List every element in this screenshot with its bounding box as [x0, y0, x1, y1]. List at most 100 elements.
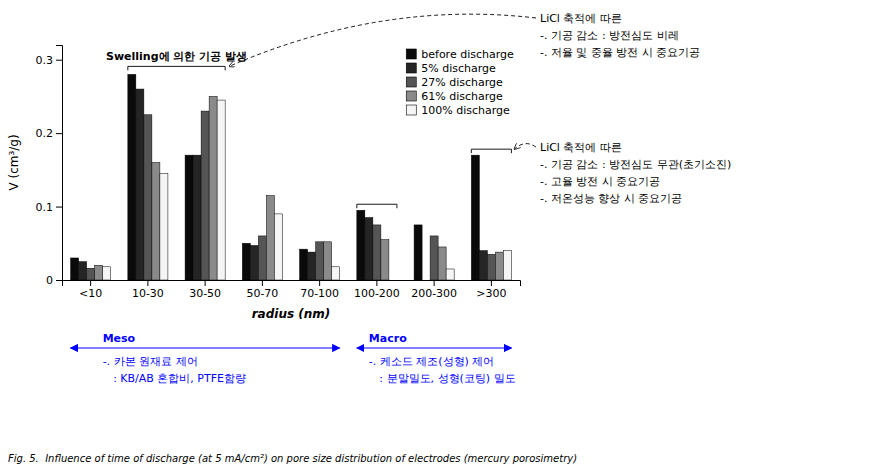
bar — [430, 236, 438, 280]
y-axis-title: V (cm³/g) — [7, 134, 21, 190]
x-axis: <10 10-30 30-50 50-70 70-100 100-200 200-300 >3… — [63, 280, 521, 300]
bar — [209, 96, 217, 280]
legend: before discharge5% discharge27% discharg… — [406, 48, 514, 117]
tick: 50-70 — [246, 280, 278, 300]
annotation: LiCl 축적에 따른 — [540, 141, 622, 154]
bar-series — [87, 111, 496, 280]
legend-label: 100% discharge — [421, 104, 510, 117]
annotation: -. 케소드 제조(성형) 제어 — [369, 355, 495, 368]
tick-mark — [56, 133, 62, 134]
annotation: -. 기공 감소 : 방전심도 무관(초기소진) — [540, 158, 731, 171]
tick-label: 0.3 — [36, 54, 54, 67]
range-arrow — [357, 347, 512, 348]
bar — [274, 214, 282, 280]
annotation: Swelling에 의한 기공 발생 — [106, 50, 247, 63]
tick-mark — [147, 280, 148, 286]
tick-label: 70-100 — [300, 287, 339, 300]
tick-label: 100-200 — [354, 287, 400, 300]
bar — [152, 163, 160, 281]
bar — [193, 155, 201, 280]
annotation-arrow — [514, 144, 536, 150]
bar — [503, 251, 511, 280]
bar — [300, 249, 308, 280]
legend-item: 61% discharge — [406, 90, 503, 103]
tick: 70-100 — [300, 280, 339, 300]
bar — [324, 242, 332, 280]
legend-swatch — [406, 49, 416, 59]
tick-label: 0.2 — [36, 127, 54, 140]
bar — [250, 245, 258, 280]
tick: 10-30 — [132, 280, 164, 300]
bar-series — [79, 89, 488, 280]
tick-label: 10-30 — [132, 287, 164, 300]
legend-label: before discharge — [421, 48, 514, 61]
annotation: Meso — [103, 332, 136, 345]
range-arrow — [71, 347, 340, 348]
annotation: -. 저온성능 향상 시 중요기공 — [540, 192, 682, 205]
legend-item: before discharge — [406, 48, 514, 61]
bar-series — [103, 100, 512, 280]
chart-container: 0 0.1 0.2 0.3 <10 10-30 30-50 50-70 70-100 100-20… — [0, 0, 878, 473]
bracket — [471, 149, 511, 153]
bar — [185, 155, 193, 280]
tick-mark — [90, 280, 91, 286]
tick-mark — [319, 280, 320, 286]
legend-label: 27% discharge — [421, 76, 503, 89]
legend-item: 27% discharge — [406, 76, 503, 89]
bar — [479, 251, 487, 280]
legend-item: 100% discharge — [406, 104, 510, 117]
bar — [487, 254, 495, 280]
tick: 0.1 — [36, 201, 63, 214]
bar — [381, 240, 389, 280]
bar-series — [95, 96, 504, 280]
annotation: -. 기공 감소 : 방전심도 비레 — [540, 29, 679, 42]
annotation: Macro — [369, 332, 407, 345]
tick-label: 200-300 — [411, 287, 457, 300]
annotation: LiCl 축적에 따른 — [540, 12, 622, 25]
bar — [495, 252, 503, 280]
bar — [201, 111, 209, 280]
legend-label: 61% discharge — [421, 90, 503, 103]
bar — [95, 265, 103, 280]
bar — [242, 243, 250, 280]
tick-label: 30-50 — [189, 287, 221, 300]
bar — [160, 174, 168, 280]
bar — [71, 258, 79, 280]
bar — [373, 225, 381, 280]
annotation: -. 카본 원재료 제어 — [103, 355, 198, 368]
bar — [136, 89, 144, 280]
legend-swatch — [406, 91, 416, 101]
tick-mark — [434, 280, 435, 286]
bar — [365, 218, 373, 280]
tick-label: 50-70 — [246, 287, 278, 300]
bar — [422, 280, 430, 281]
annotation: -. 고율 방전 시 중요기공 — [540, 175, 660, 188]
tick-label: >300 — [476, 287, 506, 300]
caption: Fig. 5. Influence of time of discharge (… — [8, 453, 577, 464]
bracket — [357, 204, 397, 208]
tick: 0.3 — [36, 54, 63, 67]
bar — [144, 115, 152, 280]
annotation: : 분말밀도, 성형(코팅) 밀도 — [369, 372, 516, 385]
annotation-arrow — [229, 14, 536, 66]
tick-mark — [262, 280, 263, 286]
bar-series — [71, 74, 480, 280]
bar — [438, 247, 446, 280]
tick-mark — [491, 280, 492, 286]
x-axis-title: radius (nm) — [252, 307, 331, 321]
bar — [389, 280, 397, 281]
tick-label: 0 — [46, 274, 53, 287]
tick: 30-50 — [189, 280, 221, 300]
tick: 0 — [46, 274, 62, 287]
legend-swatch — [406, 63, 416, 73]
tick-label: <10 — [79, 287, 102, 300]
bar — [258, 236, 266, 280]
bar — [128, 74, 136, 280]
legend-label: 5% discharge — [421, 62, 496, 75]
annotation: : KB/AB 혼합비, PTFE함량 — [103, 372, 246, 385]
tick: >300 — [476, 280, 506, 300]
bar — [357, 210, 365, 280]
tick-mark — [56, 207, 62, 208]
tick: <10 — [79, 280, 102, 300]
bar — [316, 242, 324, 280]
